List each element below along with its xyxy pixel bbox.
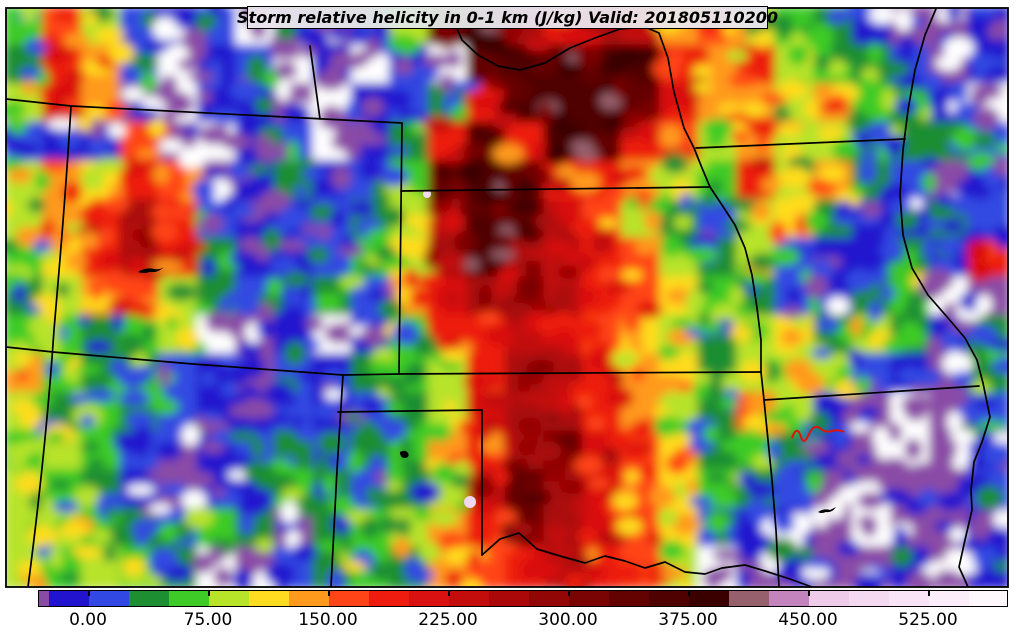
colorbar-tick xyxy=(208,591,210,596)
colorbar-tick-label: 375.00 xyxy=(658,610,718,630)
state-border-40n xyxy=(400,186,711,192)
colorbar-tick-label: 75.00 xyxy=(183,610,233,630)
colorbar-segment xyxy=(369,591,409,606)
state-border-ia-mo xyxy=(695,138,906,149)
state-borders xyxy=(6,8,991,587)
colorbar-segment xyxy=(649,591,689,606)
colorbar-segment xyxy=(409,591,449,606)
mississippi-river xyxy=(899,8,991,587)
state-border-mo-ar xyxy=(763,385,980,401)
state-border-103w xyxy=(330,374,344,587)
state-border-ks-mo xyxy=(709,186,780,587)
missouri-river-upper xyxy=(447,8,711,188)
colorbar-segment xyxy=(49,591,89,606)
colorbar-tick-label: 450.00 xyxy=(778,610,838,630)
colorbar-segment xyxy=(89,591,129,606)
red-streak xyxy=(791,425,845,442)
colorbar xyxy=(38,590,1008,607)
colorbar-segment xyxy=(809,591,849,606)
state-border-37n xyxy=(6,346,762,376)
colorbar-segment xyxy=(729,591,769,606)
colorbar-tick-label: 300.00 xyxy=(538,610,598,630)
state-border-102w xyxy=(398,122,403,375)
colorbar-segment xyxy=(969,591,1006,606)
colorbar-tick xyxy=(88,591,90,596)
colorbar-segment xyxy=(489,591,529,606)
colorbar-segment xyxy=(889,591,929,606)
colorbar-segment xyxy=(39,591,49,606)
colorbar-segment xyxy=(329,591,369,606)
colorbar-segment xyxy=(529,591,569,606)
colorbar-tick xyxy=(928,591,930,596)
state-border-109w xyxy=(27,105,72,587)
colorbar-segment xyxy=(569,591,609,606)
colorbar-tick xyxy=(808,591,810,596)
map-title: Storm relative helicity in 0-1 km (J/kg)… xyxy=(237,8,778,27)
colorbar-tick xyxy=(688,591,690,596)
colorbar-segment xyxy=(249,591,289,606)
colorbar-tick-label: 225.00 xyxy=(418,610,478,630)
colorbar-segment xyxy=(849,591,889,606)
colorbar-segment xyxy=(689,591,729,606)
colorbar-tick xyxy=(448,591,450,596)
colorbar-tick-label: 150.00 xyxy=(298,610,358,630)
helicity-field xyxy=(6,8,1008,587)
colorbar-tick-label: 525.00 xyxy=(898,610,958,630)
colorbar-segment xyxy=(929,591,969,606)
state-border-104w xyxy=(309,45,321,120)
colorbar-segment xyxy=(209,591,249,606)
red-river xyxy=(481,532,813,587)
colorbar-segment xyxy=(169,591,209,606)
colorbar-segment xyxy=(129,591,169,606)
colorbar-segment xyxy=(289,591,329,606)
colorbar-tick-label: 0.00 xyxy=(69,610,107,630)
colorbar-segment xyxy=(449,591,489,606)
colorbar-tick xyxy=(568,591,570,596)
colorbar-segment xyxy=(609,591,649,606)
colorbar-tick xyxy=(328,591,330,596)
colorbar-segment xyxy=(769,591,809,606)
state-border-panhandle xyxy=(337,409,483,413)
lake-mark-1 xyxy=(138,267,164,273)
map-title-box: Storm relative helicity in 0-1 km (J/kg)… xyxy=(237,6,778,29)
lake-mark-2 xyxy=(400,450,409,458)
lake-mark-3 xyxy=(818,507,836,513)
